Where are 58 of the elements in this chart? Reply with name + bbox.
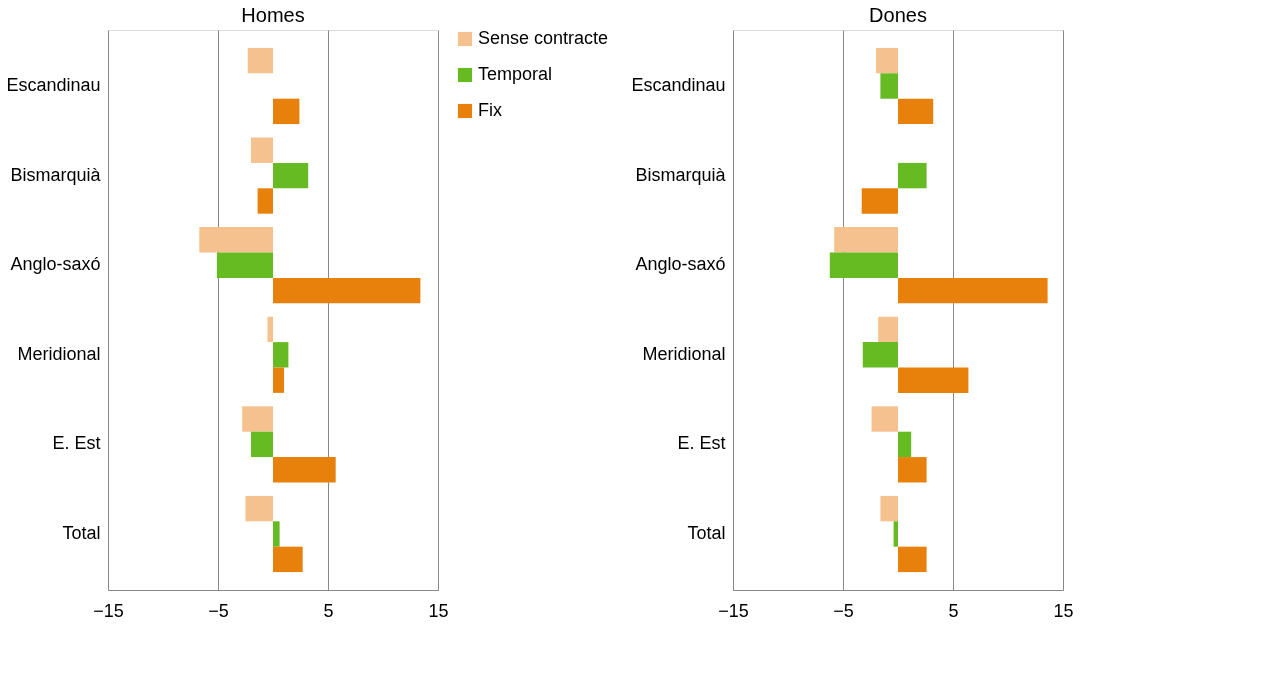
bar: [273, 546, 303, 573]
bar: [880, 73, 898, 99]
bar: [273, 162, 309, 189]
bar: [273, 367, 284, 393]
bar: [251, 137, 273, 163]
chart-title: Dones: [869, 4, 927, 26]
x-tick-label: −5: [208, 600, 229, 621]
x-tick-label: 5: [323, 600, 334, 621]
chart-title: Homes: [241, 4, 305, 26]
y-tick-label: Meridional: [642, 343, 726, 364]
y-tick-label: Bismarquià: [10, 164, 102, 185]
y-tick-label: Meridional: [17, 343, 101, 364]
bar: [878, 316, 898, 343]
y-tick-label: Bismarquià: [635, 164, 727, 185]
x-tick-label: 5: [948, 600, 959, 621]
legend-label: Temporal: [478, 64, 553, 84]
bar: [199, 227, 273, 253]
x-tick-label: −15: [718, 600, 749, 621]
legend-label: Fix: [478, 100, 502, 120]
y-tick-label: Escandinau: [6, 75, 101, 95]
bar: [898, 367, 969, 393]
bar: [245, 495, 273, 522]
y-tick-label: Anglo-saxó: [10, 254, 101, 275]
x-tick-label: 15: [1053, 600, 1074, 621]
y-tick-label: Total: [62, 523, 101, 543]
bar: [898, 546, 927, 573]
bar: [862, 342, 898, 368]
y-tick-label: Total: [687, 523, 726, 543]
bar: [861, 188, 898, 214]
x-tick-label: 15: [428, 600, 449, 621]
x-tick-label: −5: [833, 600, 854, 621]
bar: [273, 521, 280, 547]
bar: [273, 98, 300, 125]
y-tick-label: E. Est: [677, 433, 726, 454]
bar: [247, 47, 273, 74]
bar: [898, 98, 934, 125]
bar: [242, 406, 273, 432]
bar: [898, 431, 912, 458]
bar: [898, 162, 927, 189]
bar: [871, 406, 898, 432]
y-tick-label: Anglo-saxó: [635, 254, 726, 275]
bar: [898, 457, 927, 483]
y-tick-label: E. Est: [52, 433, 101, 454]
bar: [876, 47, 898, 74]
bar: [273, 342, 289, 368]
bar: [893, 521, 898, 547]
bar: [216, 252, 273, 278]
y-tick-label: Escandinau: [631, 75, 726, 95]
bar: [898, 277, 1048, 304]
x-tick-label: −15: [93, 600, 124, 621]
legend-label: Sense contracte: [478, 28, 609, 48]
bar: [880, 495, 898, 522]
bar: [829, 252, 898, 278]
bar: [251, 431, 273, 458]
bar: [257, 188, 273, 214]
bar: [273, 277, 421, 304]
bar: [834, 227, 898, 253]
bar: [273, 457, 336, 483]
